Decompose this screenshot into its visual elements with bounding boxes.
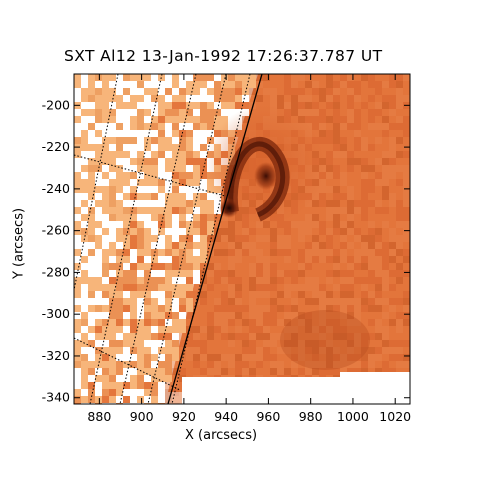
y-tick-label: -220 bbox=[42, 139, 70, 154]
x-tick-label: 900 bbox=[130, 409, 154, 424]
x-axis-label: X (arcsecs) bbox=[185, 428, 258, 443]
y-tick-label: -320 bbox=[42, 348, 70, 363]
x-tick-label: 940 bbox=[214, 409, 238, 424]
y-tick-label: -340 bbox=[42, 390, 70, 405]
x-tick-label: 1020 bbox=[379, 409, 411, 424]
loop-kernel bbox=[254, 162, 278, 190]
x-axis: 880 900 920 940 960 980 1000 1020 bbox=[87, 74, 411, 424]
y-tick-label: -240 bbox=[42, 181, 70, 196]
x-tick-label: 920 bbox=[172, 409, 196, 424]
x-tick-label: 880 bbox=[87, 409, 111, 424]
y-axis-label: Y (arcsecs) bbox=[11, 207, 27, 280]
diffuse-region bbox=[280, 310, 370, 370]
coordinate-grid-lines bbox=[74, 74, 251, 404]
y-tick-label: -300 bbox=[42, 306, 70, 321]
missing-data-strip bbox=[182, 377, 410, 404]
y-tick-label: -260 bbox=[42, 223, 70, 238]
image-area bbox=[74, 74, 410, 404]
y-axis: -200 -220 -240 -260 -280 -300 -320 -340 bbox=[42, 97, 410, 405]
dark-footpoint bbox=[219, 198, 239, 218]
x-tick-label: 960 bbox=[256, 409, 280, 424]
plot-frame bbox=[73, 73, 411, 405]
x-tick-label: 980 bbox=[299, 409, 323, 424]
loop-core bbox=[228, 141, 286, 218]
x-tick-label: 1000 bbox=[337, 409, 369, 424]
solar-limb-line bbox=[167, 74, 263, 404]
y-tick-label: -200 bbox=[42, 97, 70, 112]
image-title: SXT Al12 13-Jan-1992 17:26:37.787 UT bbox=[64, 47, 383, 65]
y-tick-label: -280 bbox=[42, 264, 70, 279]
